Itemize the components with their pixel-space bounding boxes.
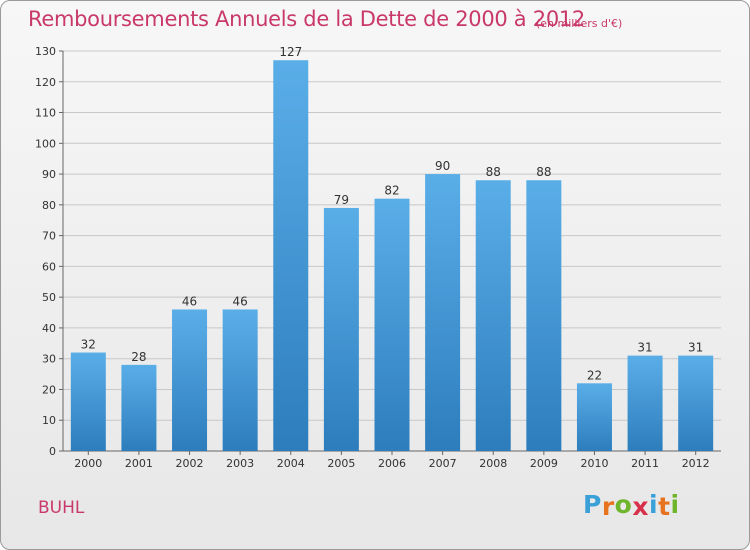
bar-value-label: 46 (233, 294, 248, 308)
x-tick-label: 2004 (277, 457, 305, 470)
y-tick-label: 10 (42, 414, 56, 427)
bar-value-label: 82 (384, 184, 399, 198)
y-tick-label: 40 (42, 322, 56, 335)
logo-letter: i (649, 490, 659, 519)
y-tick-label: 90 (42, 168, 56, 181)
bar-value-label: 88 (536, 165, 551, 179)
bar (374, 198, 410, 451)
bar (576, 383, 612, 451)
bar-value-label: 31 (637, 341, 652, 355)
bar (121, 364, 157, 451)
bar-value-label: 28 (131, 350, 146, 364)
bar-value-label: 127 (279, 45, 302, 59)
x-tick-label: 2006 (378, 457, 406, 470)
logo-letter: t (658, 492, 671, 521)
bar (475, 180, 511, 451)
x-tick-label: 2000 (74, 457, 102, 470)
y-tick-label: 80 (42, 199, 56, 212)
logo-letter: o (614, 490, 633, 519)
bar (425, 174, 461, 452)
bar (172, 309, 208, 451)
bar (273, 60, 309, 451)
x-tick-label: 2007 (429, 457, 457, 470)
x-tick-label: 2003 (226, 457, 254, 470)
bar-value-label: 32 (81, 338, 96, 352)
town-name: BUHL (38, 498, 85, 518)
bar-value-label: 88 (486, 165, 501, 179)
bar-value-label: 79 (334, 193, 349, 207)
x-tick-label: 2011 (631, 457, 659, 470)
x-tick-label: 2008 (479, 457, 507, 470)
logo-letter: i (670, 490, 680, 519)
y-tick-label: 100 (35, 137, 56, 150)
chart-title: Remboursements Annuels de la Dette de 20… (28, 7, 585, 31)
y-tick-label: 30 (42, 353, 56, 366)
bar-value-label: 90 (435, 159, 450, 173)
y-tick-label: 60 (42, 260, 56, 273)
bar (678, 355, 714, 451)
x-tick-label: 2001 (125, 457, 153, 470)
bar-value-label: 22 (587, 368, 602, 382)
logo-letter: P (583, 490, 602, 519)
bar (323, 207, 359, 451)
x-tick-label: 2009 (530, 457, 558, 470)
x-tick-label: 2010 (580, 457, 608, 470)
y-tick-label: 120 (35, 76, 56, 89)
y-tick-label: 20 (42, 383, 56, 396)
x-tick-label: 2005 (327, 457, 355, 470)
x-tick-label: 2012 (682, 457, 710, 470)
y-tick-label: 110 (35, 107, 56, 120)
y-tick-label: 0 (49, 445, 56, 458)
bar (70, 352, 106, 451)
logo-letter: r (601, 492, 615, 521)
bar (222, 309, 258, 451)
bar-value-label: 46 (182, 294, 197, 308)
x-tick-label: 2002 (176, 457, 204, 470)
y-tick-label: 70 (42, 230, 56, 243)
bar-value-label: 31 (688, 341, 703, 355)
bar (627, 355, 663, 451)
proxiti-logo[interactable]: Proxiti (583, 490, 680, 524)
logo-letter: x (632, 492, 649, 521)
chart-subtitle: (en milliers d'€) (536, 17, 623, 30)
y-tick-label: 130 (35, 45, 56, 58)
y-tick-label: 50 (42, 291, 56, 304)
bar (526, 180, 562, 451)
